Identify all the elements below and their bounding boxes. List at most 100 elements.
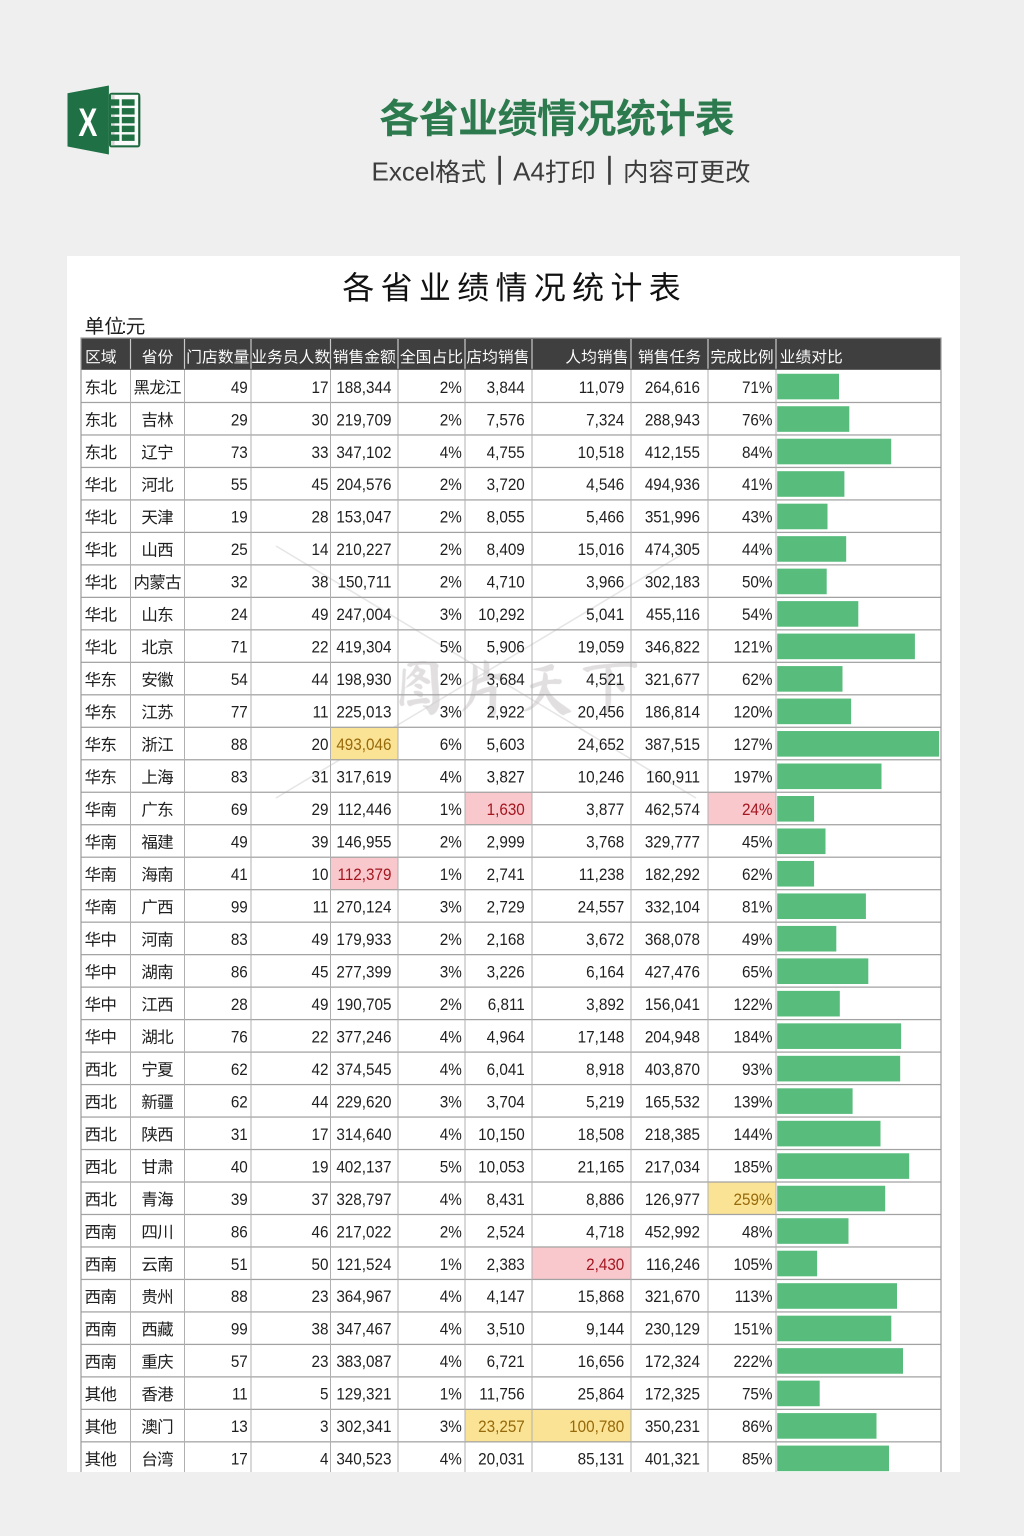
svg-text:8,918: 8,918 — [586, 1061, 624, 1079]
svg-text:2,729: 2,729 — [487, 899, 525, 917]
svg-text:419,304: 419,304 — [336, 639, 391, 657]
svg-text:86: 86 — [231, 964, 248, 982]
svg-text:99: 99 — [231, 899, 248, 917]
svg-text:377,246: 377,246 — [336, 1029, 391, 1047]
svg-text:2%: 2% — [440, 477, 462, 495]
svg-text:44: 44 — [312, 672, 329, 690]
svg-text:11,756: 11,756 — [479, 1386, 525, 1404]
svg-text:22: 22 — [312, 639, 329, 657]
svg-text:160,911: 160,911 — [646, 769, 700, 787]
svg-text:24%: 24% — [742, 802, 773, 820]
svg-text:45: 45 — [312, 477, 329, 495]
svg-text:83: 83 — [231, 769, 248, 787]
svg-text:182,292: 182,292 — [645, 866, 700, 884]
svg-text:17: 17 — [231, 1451, 248, 1469]
svg-text:2,383: 2,383 — [487, 1256, 525, 1274]
svg-text:7,324: 7,324 — [586, 412, 624, 430]
svg-text:179,933: 179,933 — [336, 931, 391, 949]
svg-text:7,576: 7,576 — [487, 412, 525, 430]
svg-text:172,325: 172,325 — [645, 1386, 700, 1404]
svg-text:20: 20 — [312, 737, 329, 755]
svg-text:3,684: 3,684 — [487, 672, 525, 690]
svg-text:24: 24 — [231, 607, 248, 625]
svg-text::: : — [121, 316, 126, 338]
svg-text:2%: 2% — [440, 542, 462, 560]
svg-text:49: 49 — [312, 607, 329, 625]
svg-text:3,892: 3,892 — [586, 996, 624, 1014]
svg-text:3,720: 3,720 — [487, 477, 525, 495]
svg-text:40: 40 — [231, 1159, 248, 1177]
svg-text:264,616: 264,616 — [645, 379, 700, 397]
svg-text:347,102: 347,102 — [336, 444, 391, 462]
svg-text:15,016: 15,016 — [578, 542, 625, 560]
svg-text:1%: 1% — [440, 1386, 462, 1404]
svg-text:4: 4 — [320, 1451, 329, 1469]
svg-text:A4: A4 — [513, 156, 545, 186]
svg-text:17: 17 — [312, 1126, 329, 1144]
svg-text:127%: 127% — [733, 737, 772, 755]
svg-text:4%: 4% — [440, 1289, 462, 1307]
svg-text:5,041: 5,041 — [586, 607, 624, 625]
svg-text:2%: 2% — [440, 834, 462, 852]
svg-text:462,574: 462,574 — [645, 802, 700, 820]
svg-text:71%: 71% — [742, 379, 773, 397]
svg-text:100,780: 100,780 — [569, 1419, 624, 1437]
svg-text:153,047: 153,047 — [336, 509, 391, 527]
svg-text:4,546: 4,546 — [586, 477, 624, 495]
svg-text:37: 37 — [312, 1191, 329, 1209]
svg-text:247,004: 247,004 — [336, 607, 391, 625]
svg-text:455,116: 455,116 — [646, 607, 700, 625]
svg-text:10,053: 10,053 — [478, 1159, 525, 1177]
svg-text:41%: 41% — [742, 477, 773, 495]
svg-text:2,168: 2,168 — [487, 931, 525, 949]
svg-text:86%: 86% — [742, 1419, 773, 1437]
svg-text:332,104: 332,104 — [645, 899, 700, 917]
svg-text:23: 23 — [312, 1289, 329, 1307]
svg-text:210,227: 210,227 — [336, 542, 391, 560]
svg-text:4,718: 4,718 — [586, 1224, 624, 1242]
svg-text:2,741: 2,741 — [487, 866, 525, 884]
svg-text:351,996: 351,996 — [645, 509, 700, 527]
svg-text:30: 30 — [312, 412, 329, 430]
svg-text:3,844: 3,844 — [487, 379, 525, 397]
svg-text:321,677: 321,677 — [645, 672, 700, 690]
svg-text:45%: 45% — [742, 834, 773, 852]
svg-text:88: 88 — [231, 1289, 248, 1307]
svg-text:150,711: 150,711 — [337, 574, 391, 592]
svg-text:73: 73 — [231, 444, 248, 462]
svg-text:4%: 4% — [440, 444, 462, 462]
svg-text:4,521: 4,521 — [586, 672, 624, 690]
svg-text:13: 13 — [231, 1419, 248, 1437]
svg-text:225,013: 225,013 — [336, 704, 391, 722]
svg-text:270,124: 270,124 — [336, 899, 391, 917]
svg-text:5%: 5% — [440, 639, 462, 657]
svg-text:11,079: 11,079 — [579, 379, 625, 397]
svg-text:38: 38 — [312, 1321, 329, 1339]
svg-text:14: 14 — [312, 542, 329, 560]
svg-text:23,257: 23,257 — [478, 1419, 525, 1437]
svg-text:2,524: 2,524 — [487, 1224, 525, 1242]
svg-text:50: 50 — [312, 1256, 329, 1274]
svg-text:5,906: 5,906 — [487, 639, 525, 657]
svg-text:5,219: 5,219 — [586, 1094, 624, 1112]
svg-text:185%: 185% — [733, 1159, 772, 1177]
svg-text:32: 32 — [231, 574, 248, 592]
svg-text:184%: 184% — [733, 1029, 772, 1047]
svg-text:44: 44 — [312, 1094, 329, 1112]
svg-text:16,656: 16,656 — [578, 1354, 625, 1372]
svg-text:62: 62 — [231, 1061, 248, 1079]
svg-text:2%: 2% — [440, 509, 462, 527]
svg-text:24,652: 24,652 — [578, 737, 625, 755]
svg-text:6%: 6% — [440, 737, 462, 755]
svg-text:22: 22 — [312, 1029, 329, 1047]
svg-text:427,476: 427,476 — [645, 964, 700, 982]
svg-text:11,238: 11,238 — [579, 866, 625, 884]
svg-text:8,055: 8,055 — [487, 509, 525, 527]
svg-text:69: 69 — [231, 802, 248, 820]
svg-text:314,640: 314,640 — [336, 1126, 391, 1144]
svg-text:197%: 197% — [733, 769, 772, 787]
svg-text:5,603: 5,603 — [487, 737, 525, 755]
svg-text:3,877: 3,877 — [586, 802, 624, 820]
svg-text:364,967: 364,967 — [336, 1289, 391, 1307]
svg-text:42: 42 — [312, 1061, 329, 1079]
